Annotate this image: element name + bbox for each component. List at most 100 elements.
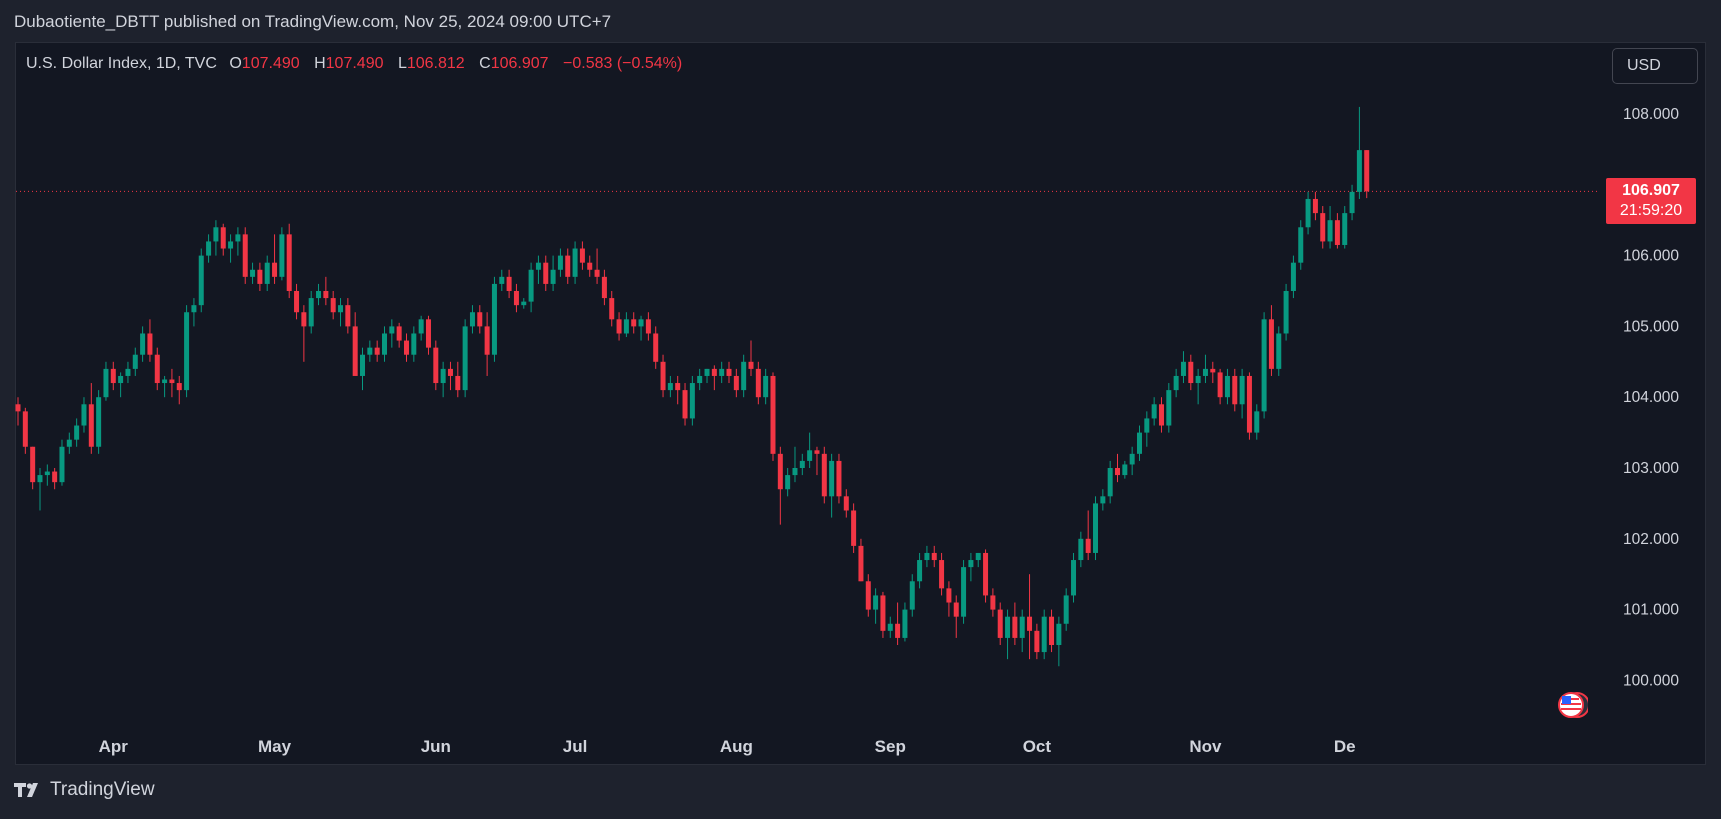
x-tick-label: Apr [99,737,129,756]
candle [579,241,585,270]
candle-body [675,383,681,391]
candle [931,545,937,568]
candle [30,446,36,490]
chart-pane[interactable] [15,42,1706,765]
time-axis[interactable]: Apr May Jun Jul Aug Sep Oct Nov De [99,737,1356,756]
candle-body [330,298,336,313]
candle-body [132,354,138,369]
candle-body [1298,227,1304,263]
candle-body [873,595,879,610]
candle-body [777,453,783,490]
candle-body [499,276,505,284]
candle [873,588,879,624]
candle [653,326,659,369]
x-tick-label: Sep [875,737,906,756]
candle [286,223,292,299]
price-axis[interactable]: 100.000 101.000 102.000 103.000 104.000 105.0… [1623,106,1679,689]
candle-body [103,368,109,398]
candle [565,248,571,284]
candle [1034,623,1040,660]
candle-body [1005,616,1011,638]
candle [521,298,527,309]
candle [755,361,761,405]
candle [279,227,285,281]
candle-body [1276,333,1282,369]
tradingview-branding[interactable]: TradingView [14,779,155,801]
candle-body [946,588,952,603]
candle [213,220,219,256]
x-tick-label: Jul [563,737,588,756]
candle [843,489,849,518]
candle [1195,368,1201,405]
candle [411,326,417,362]
candle-body [748,361,754,369]
candle [96,390,102,454]
candle-body [1122,464,1128,476]
candle [316,283,322,306]
candle-body [403,340,409,355]
candle-body [206,241,212,256]
candle [1239,368,1245,419]
candle [792,446,798,483]
candle-body [653,333,659,362]
candle-body [213,227,219,242]
candle-body [1290,262,1296,291]
candle [1224,368,1230,405]
candle-body [682,390,688,419]
x-tick-label: Aug [720,737,753,756]
candle [997,602,1003,645]
candle [1283,283,1289,341]
candle-body [836,460,842,497]
candle-body [345,305,351,327]
candle [770,372,776,461]
candle-body [110,368,116,384]
candle [235,227,241,256]
candle [1012,602,1018,645]
candle [323,276,329,306]
candle [924,545,930,568]
x-tick-label: De [1334,737,1356,756]
candle [1129,446,1135,476]
candle [623,312,629,338]
candle [1327,206,1333,249]
candle [741,354,747,398]
us-flag-icon[interactable] [1558,690,1588,720]
candle-body [418,319,424,334]
candle-body [96,397,102,447]
candle-body [37,475,43,483]
candle [491,276,497,362]
candle-body [411,333,417,355]
candle-body [587,262,593,270]
y-tick-label: 104.000 [1623,389,1679,406]
candle [1107,460,1113,504]
candle [704,368,710,384]
candle-body [1254,411,1260,433]
candle-body [235,234,241,242]
candle [1158,397,1164,433]
legend-open-value: 107.490 [241,55,300,72]
candle [330,291,336,320]
candle-body [367,347,373,355]
currency-button[interactable]: USD [1612,48,1698,84]
candle [748,340,754,376]
candle-body [821,453,827,497]
candle-body [704,368,710,376]
candle-body [440,368,446,384]
candle [367,340,373,362]
candle [242,227,248,284]
candle-body [601,276,607,299]
candle [44,464,50,486]
candle [631,312,637,334]
candle-body [491,283,497,355]
candle [1349,184,1355,221]
candle [645,312,651,341]
y-tick-label: 102.000 [1623,531,1679,548]
candle [1334,213,1340,249]
candle [1136,425,1142,461]
candle-body [154,354,160,384]
candle-body [865,581,871,610]
candle-body [81,404,87,426]
candle [118,372,124,398]
candle-body [785,475,791,490]
